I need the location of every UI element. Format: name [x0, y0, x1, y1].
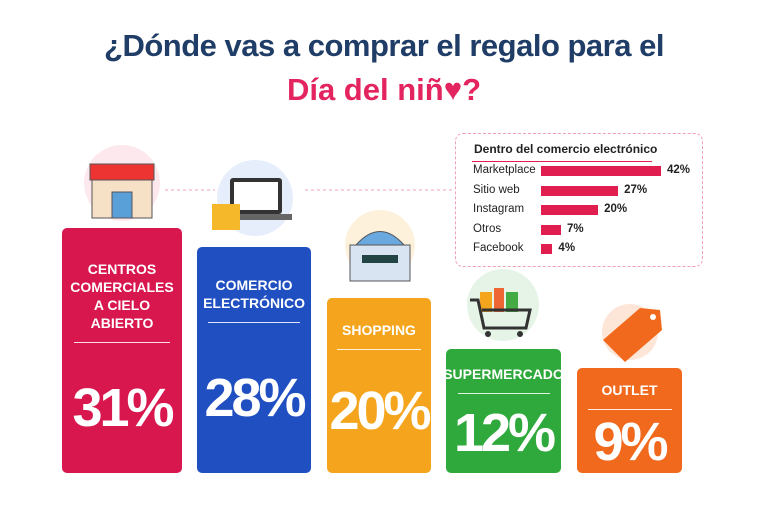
- tag-icon: [602, 304, 662, 362]
- category-label: Facebook: [473, 242, 524, 254]
- category-label: SHOPPING: [342, 321, 416, 338]
- bar: [541, 244, 553, 254]
- value-label: 4%: [558, 242, 576, 254]
- bar: [541, 166, 661, 176]
- divider: [74, 341, 170, 343]
- category-label: Otros: [473, 222, 502, 235]
- category-label: Instagram: [473, 203, 525, 215]
- title: Día del niñ♥?: [286, 72, 482, 107]
- cart-icon: [467, 269, 539, 341]
- value-label: 31%: [72, 377, 174, 438]
- ecommerce-breakdown: Dentro del comercio electrónico: [455, 133, 703, 267]
- value-label: 20%: [329, 381, 431, 442]
- laptop-icon: [212, 160, 293, 236]
- divider: [337, 348, 421, 350]
- category-label: CENTROS COMERCIALES A CIELO ABIERTO: [70, 260, 174, 331]
- bar: CENTROS COMERCIALES A CIELO ABIERTO 31%: [62, 227, 182, 473]
- value-label: 27%: [624, 183, 648, 196]
- value-label: 7%: [567, 222, 584, 235]
- category-label: Marketplace: [473, 164, 536, 176]
- value-label: 28%: [204, 368, 306, 429]
- mall-icon: [345, 210, 415, 282]
- title: ¿Dónde vas a comprar el regalo para el: [104, 28, 664, 63]
- value-label: 42%: [667, 164, 691, 176]
- store-icon: [84, 145, 160, 221]
- bar: SHOPPING 20%: [327, 297, 432, 473]
- bar: [541, 205, 599, 215]
- divider: [457, 392, 550, 394]
- category-label: COMERCIO ELECTRÓNICO: [203, 277, 305, 312]
- category-label: Sitio web: [473, 183, 520, 196]
- breakdown-title: Dentro del comercio electrónico: [474, 142, 658, 156]
- bar: [541, 185, 619, 196]
- category-label: OUTLET: [601, 382, 658, 399]
- bar: SUPERMERCADO 12%: [443, 348, 564, 473]
- category-label: SUPERMERCADO: [443, 365, 564, 382]
- bar: COMERCIO ELECTRÓNICO 28%: [197, 246, 311, 473]
- value-label: 12%: [453, 403, 556, 464]
- value-label: 20%: [604, 203, 628, 215]
- bar: OUTLET 9%: [577, 367, 682, 473]
- value-label: 9%: [593, 411, 668, 472]
- bar: [541, 224, 561, 235]
- divider: [472, 161, 652, 162]
- divider: [208, 322, 300, 324]
- divider: [587, 409, 672, 411]
